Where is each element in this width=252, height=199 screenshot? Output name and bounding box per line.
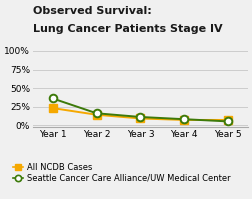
Text: Lung Cancer Patients Stage IV: Lung Cancer Patients Stage IV xyxy=(33,24,222,34)
Text: Observed Survival:: Observed Survival: xyxy=(33,6,151,16)
Legend: All NCDB Cases, Seattle Cancer Care Alliance/UW Medical Center: All NCDB Cases, Seattle Cancer Care Alli… xyxy=(13,163,230,183)
